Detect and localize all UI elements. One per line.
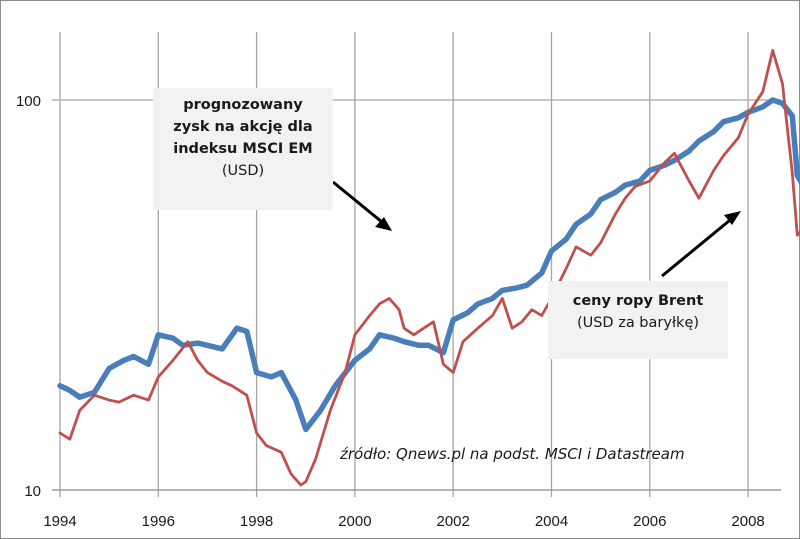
brent-annotation-subtext: (USD za baryłkę) [576,315,700,331]
x-tick-label: 1998 [240,513,273,530]
brent-arrow-line [661,214,736,278]
source-note: źródło: Qnews.pl na podst. MSCI i Datast… [340,445,685,463]
eps-arrow-head [375,217,392,231]
eps-annotation-line-2: zysk na akcję dla [173,119,313,135]
eps-arrow-line [332,180,389,229]
brent-series-line [58,49,800,487]
eps-annotation-line-3: indeksu MSCI EM [173,141,313,157]
x-tick-label: 2006 [633,513,666,530]
annotation-arrows [332,180,741,278]
x-tick-labels: 1994199619982000200220042006200820102012… [43,513,764,530]
x-tick-label: 2004 [535,513,568,530]
eps-annotation-subtext: (USD) [221,163,265,179]
eps-annotation-box: prognozowany zysk na akcję dla indeksu M… [153,88,333,210]
x-tick-label: 2000 [338,513,371,530]
series-group [57,49,800,487]
y-tick-label: 10 [24,483,41,500]
eps-annotation-line-1: prognozowany [183,97,303,113]
y-tick-labels: 10 100 [16,93,41,500]
brent-arrow-head [724,211,741,225]
brent-annotation-line-1: ceny ropy Brent [572,293,704,309]
x-tick-label: 2002 [437,513,470,530]
brent-annotation-box: ceny ropy Brent (USD za baryłkę) [548,281,728,359]
eps-series-line [57,97,800,433]
y-tick-label: 100 [16,93,41,110]
x-tick-label: 1994 [43,513,76,530]
x-tick-label: 1996 [142,513,175,530]
x-tick-label: 2008 [731,513,764,530]
